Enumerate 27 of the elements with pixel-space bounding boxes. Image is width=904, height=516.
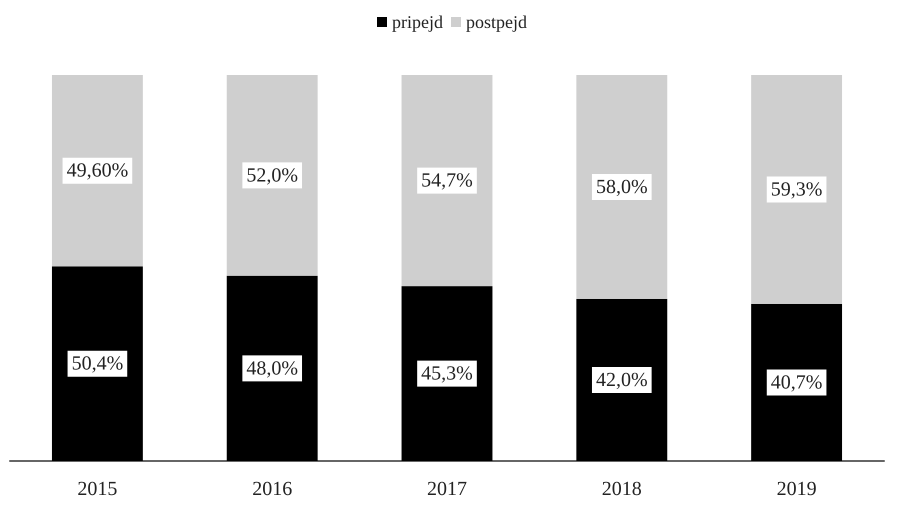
data-label: 52,0% [246, 164, 298, 186]
x-tick-label: 2015 [77, 478, 118, 500]
bar [226, 276, 318, 461]
bar [52, 266, 143, 461]
bar [52, 75, 143, 266]
bar [576, 75, 668, 299]
data-label: 54,7% [421, 170, 473, 192]
data-label: 50,4% [72, 352, 124, 375]
bar [751, 75, 842, 304]
legend-label: pripejd [392, 12, 444, 32]
x-tick-label: 2016 [252, 478, 292, 500]
data-label: 58,0% [596, 176, 648, 198]
data-label: 42,0% [596, 368, 648, 391]
legend-label: postpejd [466, 12, 527, 32]
data-label: 48,0% [246, 357, 298, 380]
data-label: 59,3% [770, 178, 822, 200]
bar [751, 304, 842, 461]
x-tick-label: 2018 [602, 478, 642, 500]
x-tick-label: 2019 [776, 478, 817, 500]
bar [576, 298, 668, 461]
bar [226, 75, 318, 276]
x-tick-label: 2017 [427, 478, 467, 500]
bar [402, 286, 492, 461]
data-label: 40,7% [770, 371, 822, 394]
data-label: 49,60% [66, 160, 128, 182]
bar [402, 75, 492, 286]
data-label: 45,3% [421, 362, 473, 385]
